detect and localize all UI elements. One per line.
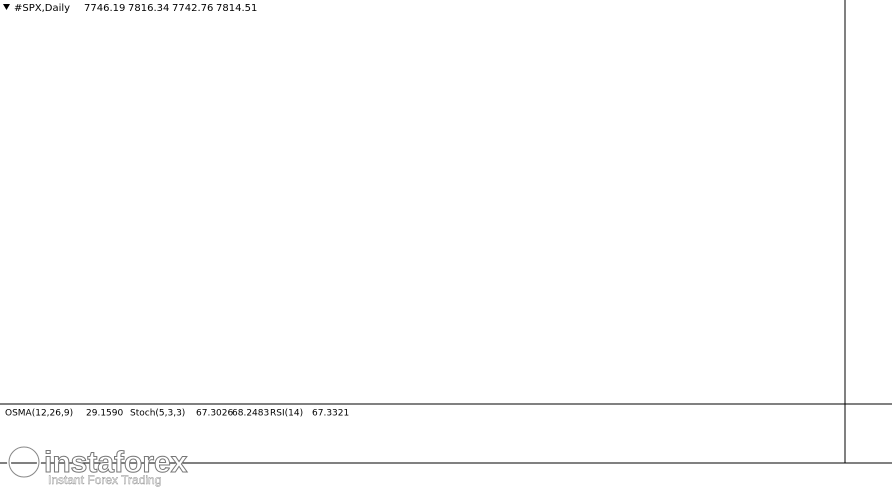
logo-text: instaforex [44, 446, 188, 479]
ohlc-high: 7816.34 [128, 3, 169, 14]
ohlc-open: 7746.19 [84, 3, 125, 14]
stoch-name: Stoch(5,3,3) [130, 409, 185, 419]
ohlc-low: 7742.76 [172, 3, 213, 14]
stoch-value: 67.3026 [196, 409, 233, 419]
stoch-signal: 68.2483 [232, 409, 269, 419]
watermark: instaforex Instant Forex Trading [7, 445, 188, 487]
rsi-value: 67.3321 [312, 409, 349, 419]
symbol: #SPX,Daily [14, 3, 70, 14]
logo-tagline: Instant Forex Trading [48, 473, 161, 487]
osma-name: OSMA(12,26,9) [5, 409, 73, 419]
header-icon [3, 4, 10, 10]
oscillator-header: OSMA(12,26,9) 29.1590 Stoch(5,3,3) 67.30… [5, 409, 349, 419]
rsi-name: RSI(14) [270, 409, 303, 419]
header: #SPX,Daily 7746.19 7816.34 7742.76 7814.… [3, 3, 257, 14]
osma-value: 29.1590 [86, 409, 123, 419]
ohlc-close: 7814.51 [216, 3, 257, 14]
logo-mark-outline [8, 446, 40, 478]
